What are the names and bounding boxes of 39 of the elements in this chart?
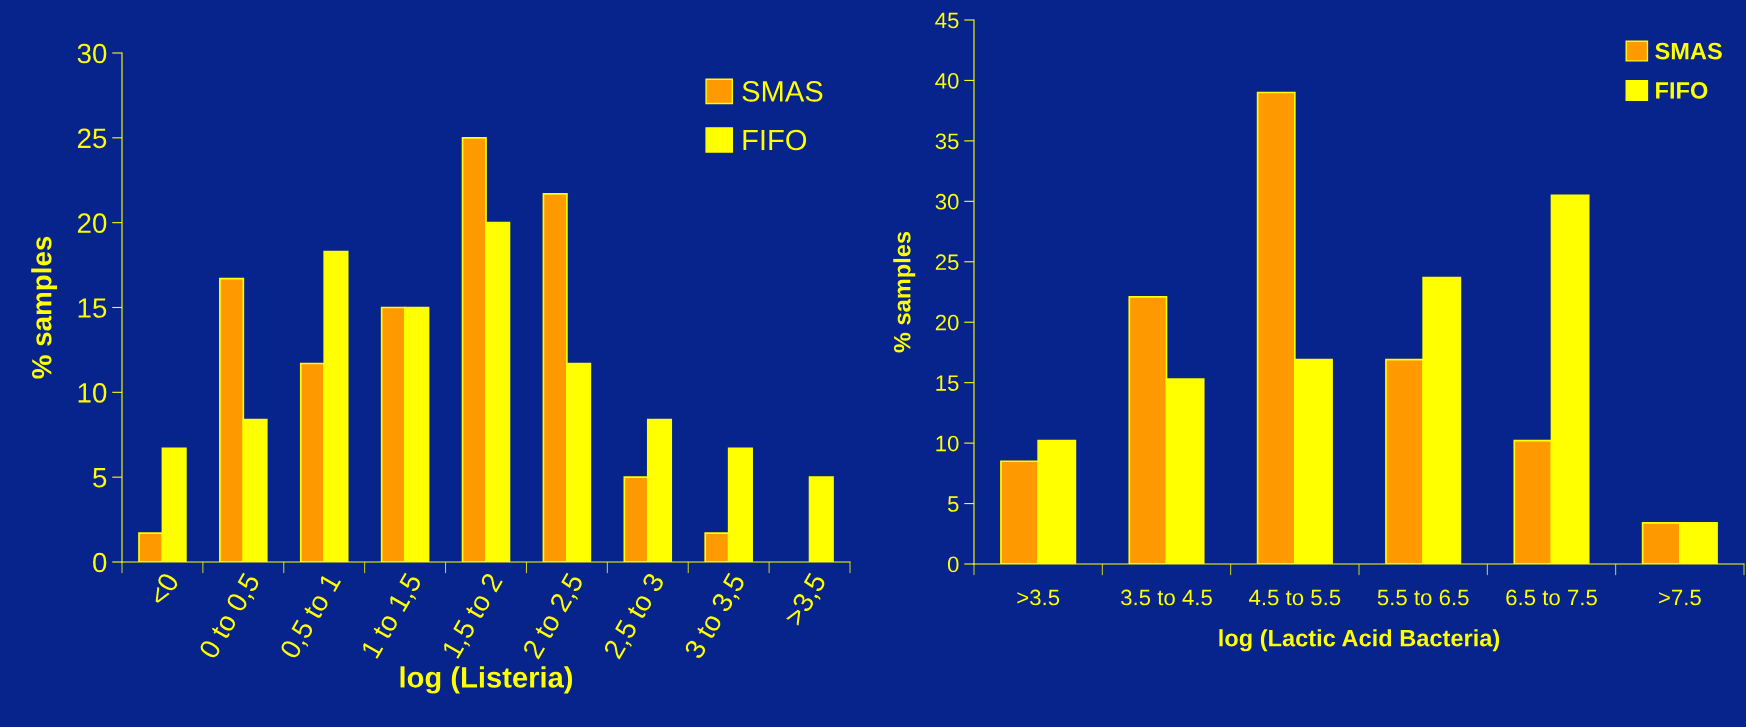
x-axis-title: log (Listeria) (400, 666, 573, 694)
x-tick-label: 0,5 to 1 (279, 571, 345, 662)
legend-label: FIFO (743, 129, 807, 151)
y-axis-title: % samples (893, 231, 916, 353)
legend-label: SMAS (742, 81, 823, 102)
x-tick-label: 0 to 0,5 (198, 571, 264, 662)
x-tick-label: 5.5 to 6.5 (1377, 589, 1469, 606)
legend-label: SMAS (1655, 42, 1722, 60)
y-tick-label: 10 (78, 383, 107, 403)
x-tick-label: 3.5 to 4.5 (1121, 589, 1212, 606)
x-tick-label: 6.5 to 7.5 (1506, 589, 1597, 606)
y-axis-title: % samples (31, 236, 58, 379)
x-tick-label: 3 to 3,5 (683, 571, 749, 662)
y-tick-label: 25 (77, 128, 107, 149)
x-tick-label: 2 to 2,5 (521, 571, 587, 662)
x-tick-label: 1,5 to 2 (441, 571, 506, 661)
x-tick-label: >3.5 (1017, 589, 1060, 606)
x-tick-label: <0 (147, 571, 180, 607)
y-tick-label: 45 (935, 12, 959, 29)
y-tick-label: 20 (77, 213, 107, 234)
y-tick-label: 0 (947, 556, 959, 573)
y-tick-label: 0 (93, 552, 107, 573)
legend-label: FIFO (1656, 82, 1708, 99)
y-tick-label: 10 (936, 435, 959, 452)
y-tick-label: 15 (78, 298, 107, 318)
y-tick-label: 5 (947, 496, 959, 512)
y-tick-label: 20 (935, 314, 959, 331)
x-tick-label: 2,5 to 3 (602, 571, 668, 662)
y-tick-label: 15 (936, 375, 959, 391)
y-tick-label: 25 (935, 254, 959, 271)
y-tick-label: 35 (935, 133, 959, 150)
x-tick-label: >7.5 (1659, 589, 1701, 606)
y-tick-label: 40 (935, 72, 959, 89)
y-tick-label: 30 (77, 43, 107, 64)
x-tick-label: 4.5 to 5.5 (1249, 589, 1341, 606)
x-tick-label: 1 to 1,5 (360, 571, 426, 661)
x-axis-title: log (Lactic Acid Bacteria) (1219, 629, 1500, 652)
y-tick-label: 5 (93, 468, 107, 488)
y-tick-label: 30 (935, 193, 959, 210)
